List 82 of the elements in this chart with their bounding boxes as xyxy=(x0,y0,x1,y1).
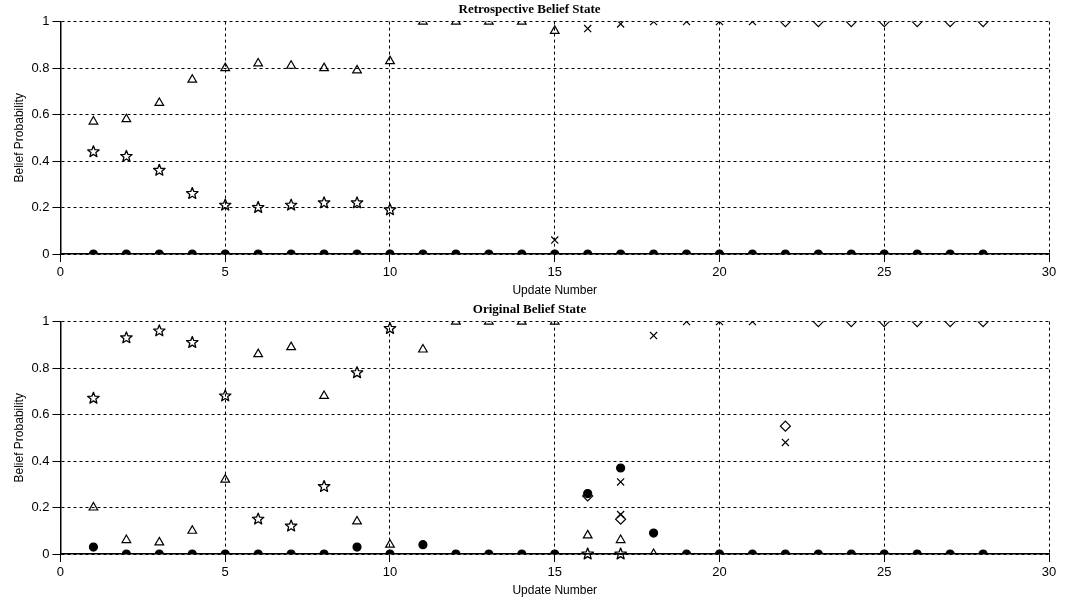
point xyxy=(284,198,298,211)
x-tick-label: 0 xyxy=(56,564,65,580)
point xyxy=(582,529,593,539)
point xyxy=(121,113,132,123)
point xyxy=(385,539,395,548)
point xyxy=(614,547,627,560)
point xyxy=(185,335,199,349)
y-tick-label: 0.6 xyxy=(31,106,50,122)
y-tick-label: 0.6 xyxy=(31,406,50,422)
x-tick-label: 25 xyxy=(877,264,892,280)
point xyxy=(121,534,132,544)
point xyxy=(88,115,99,125)
point xyxy=(317,479,331,493)
point xyxy=(187,74,198,83)
y-tick-label: 0.4 xyxy=(31,152,50,168)
x-tick-label: 0 xyxy=(56,264,65,280)
x-tick-label: 20 xyxy=(712,264,727,280)
point xyxy=(87,145,100,158)
x-tick-label: 10 xyxy=(382,264,398,280)
y-tick-label: 0 xyxy=(42,245,50,261)
point xyxy=(154,536,165,546)
chart-title: Retrospective Belief State xyxy=(458,1,601,17)
point xyxy=(152,163,166,176)
point xyxy=(218,389,232,402)
y-axis-title: Belief Probability xyxy=(11,393,26,483)
y-tick-label: 0.4 xyxy=(31,452,50,468)
x-tick-label: 5 xyxy=(221,564,229,580)
point xyxy=(251,512,265,525)
point xyxy=(187,525,198,534)
point xyxy=(88,501,99,511)
point xyxy=(120,331,133,344)
y-axis-title: Belief Probability xyxy=(11,93,26,183)
point xyxy=(319,62,330,72)
y-tick-label: 1 xyxy=(42,13,50,29)
point xyxy=(284,519,298,532)
point xyxy=(319,390,330,400)
point xyxy=(616,510,625,519)
x-axis-title: Update Number xyxy=(512,583,598,598)
x-tick-label: 25 xyxy=(877,564,892,580)
x-tick-label: 30 xyxy=(1041,564,1057,580)
point xyxy=(317,196,331,209)
y-tick-label: 0.2 xyxy=(31,199,50,215)
y-tick-label: 0.2 xyxy=(31,499,50,515)
y-tick-label: 0 xyxy=(42,545,50,561)
point xyxy=(383,203,397,216)
point xyxy=(120,149,133,162)
x-tick-label: 10 xyxy=(382,564,398,580)
point xyxy=(87,391,100,404)
point xyxy=(350,196,364,209)
point xyxy=(779,420,791,432)
x-tick-label: 15 xyxy=(547,264,562,280)
point xyxy=(615,534,626,544)
point xyxy=(616,477,625,487)
point xyxy=(352,542,362,552)
point xyxy=(616,21,625,29)
chart-title: Original Belief State xyxy=(472,301,587,317)
point xyxy=(616,463,626,473)
point xyxy=(220,62,231,72)
x-tick-label: 5 xyxy=(221,264,229,280)
point xyxy=(185,186,199,200)
point xyxy=(251,200,265,214)
y-tick-label: 0.8 xyxy=(31,59,50,75)
point xyxy=(383,321,397,335)
point xyxy=(218,198,232,211)
point xyxy=(583,24,592,33)
point xyxy=(648,528,659,538)
x-axis-title: Update Number xyxy=(512,283,598,298)
point xyxy=(649,331,658,340)
point xyxy=(88,542,99,552)
y-tick-label: 0.8 xyxy=(31,359,50,375)
x-tick-label: 20 xyxy=(712,564,727,580)
point xyxy=(220,474,231,483)
point xyxy=(154,97,165,107)
point xyxy=(781,438,790,447)
y-tick-label: 1 xyxy=(42,313,50,329)
point xyxy=(581,547,595,560)
point xyxy=(350,366,364,379)
point xyxy=(152,324,166,337)
x-tick-label: 30 xyxy=(1041,264,1057,280)
x-tick-label: 15 xyxy=(547,564,562,580)
point xyxy=(615,513,627,525)
point xyxy=(352,515,362,525)
